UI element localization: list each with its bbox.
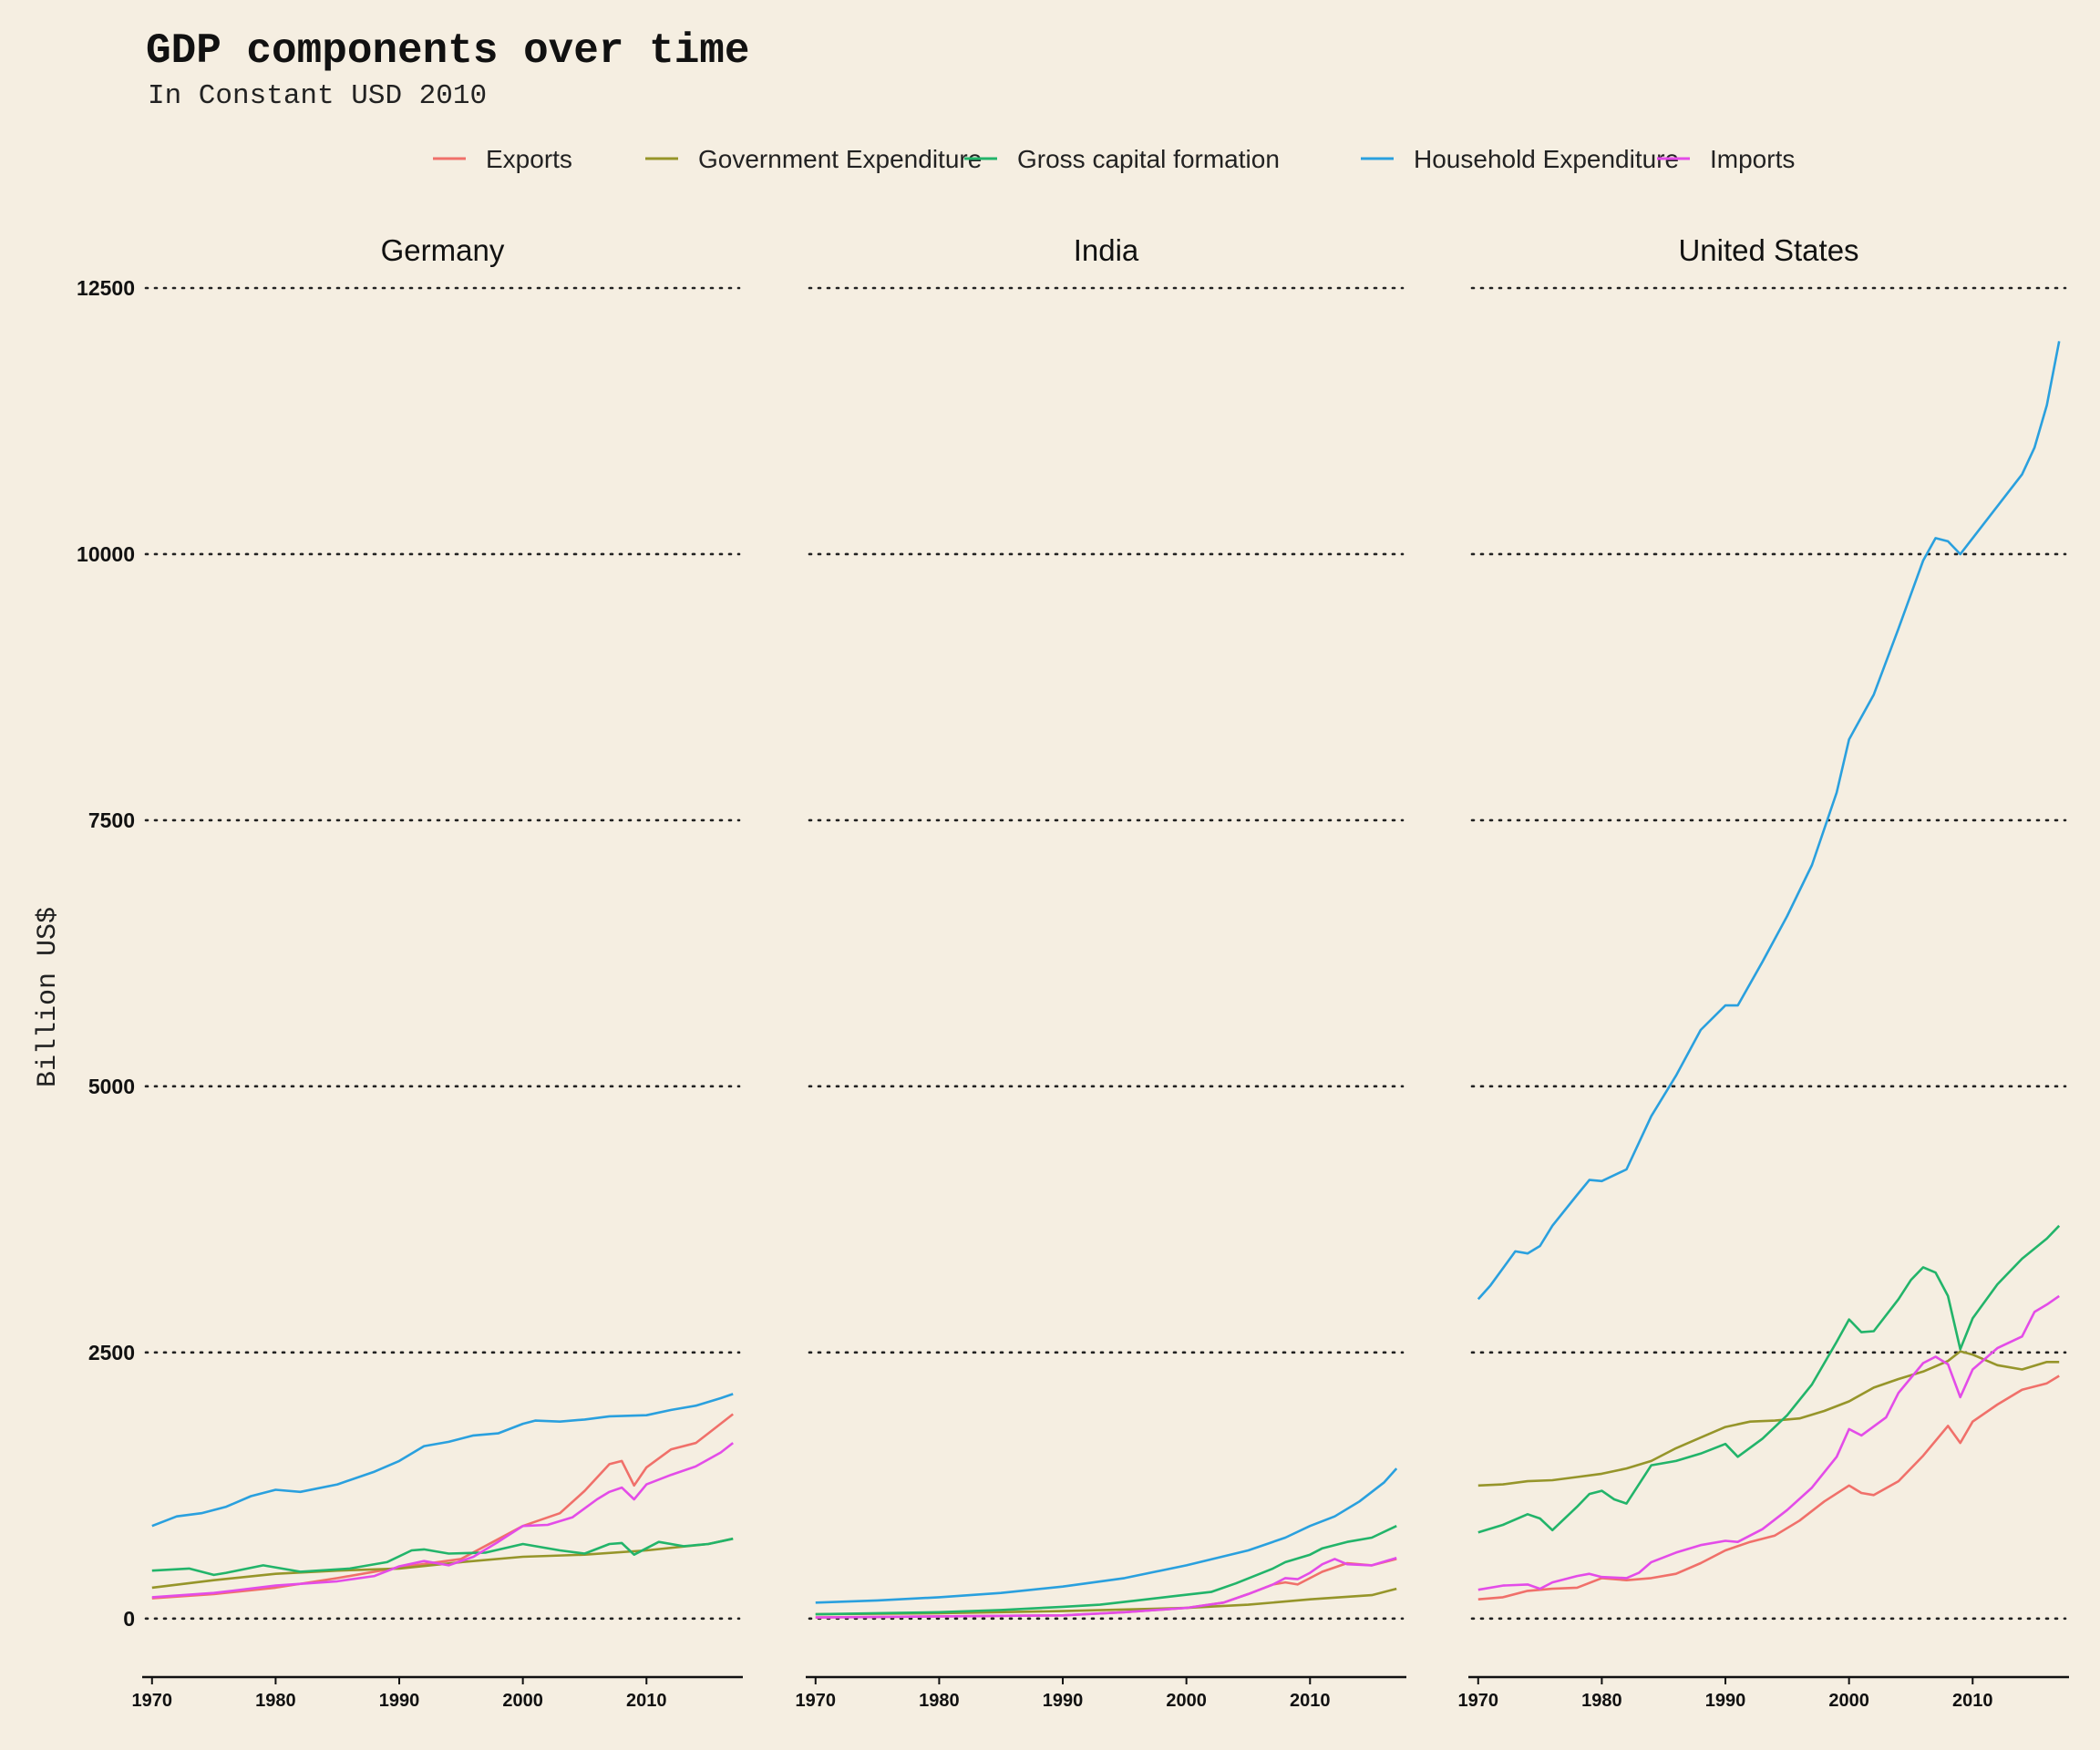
chart-subtitle: In Constant USD 2010 bbox=[148, 80, 487, 112]
y-tick-label: 12500 bbox=[77, 276, 135, 300]
y-tick-label: 7500 bbox=[88, 808, 135, 832]
series-line-exports bbox=[151, 1413, 734, 1600]
y-tick-label: 0 bbox=[123, 1607, 135, 1631]
x-tick-label: 1990 bbox=[1705, 1691, 1746, 1711]
x-tick-label: 2000 bbox=[1828, 1691, 1869, 1711]
legend-label-government-expenditure: Government Expenditure bbox=[698, 145, 982, 173]
series-line-gross-capital-formation bbox=[1477, 1224, 2061, 1534]
facet-panels: Germany 0 2500 5000 7500 10000 12500 1970 1980 19… bbox=[77, 233, 2069, 1711]
chart-title: GDP components over time bbox=[146, 27, 750, 75]
legend: Exports Government Expenditure Gross capit… bbox=[433, 145, 1795, 173]
series-line-household-expenditure bbox=[151, 1393, 734, 1528]
y-axis-label: Billion US$ bbox=[33, 907, 64, 1087]
x-tick-label: 2000 bbox=[502, 1691, 543, 1711]
series-line-gross-capital-formation bbox=[815, 1525, 1397, 1616]
x-tick-label: 2010 bbox=[1290, 1691, 1331, 1711]
legend-label-imports: Imports bbox=[1710, 145, 1795, 173]
y-tick-label: 2500 bbox=[88, 1341, 135, 1364]
x-tick-label: 1980 bbox=[919, 1691, 960, 1711]
x-tick-label: 1970 bbox=[132, 1691, 173, 1711]
series-line-government-expenditure bbox=[815, 1587, 1397, 1616]
series-line-imports bbox=[815, 1556, 1397, 1619]
panel-title: India bbox=[1074, 233, 1139, 267]
x-tick-label: 1990 bbox=[379, 1691, 420, 1711]
panel-title: Germany bbox=[381, 233, 505, 267]
x-tick-label: 1980 bbox=[255, 1691, 296, 1711]
y-tick-label: 10000 bbox=[77, 542, 135, 566]
y-tick-label: 5000 bbox=[88, 1075, 135, 1098]
x-tick-label: 1970 bbox=[796, 1691, 837, 1711]
x-tick-label: 2010 bbox=[1952, 1691, 1993, 1711]
x-tick-label: 1990 bbox=[1043, 1691, 1084, 1711]
legend-label-household-expenditure: Household Expenditure bbox=[1414, 145, 1679, 173]
series-line-imports bbox=[1477, 1294, 2060, 1591]
series-line-household-expenditure bbox=[1477, 341, 2061, 1301]
x-tick-label: 1980 bbox=[1581, 1691, 1622, 1711]
x-tick-label: 2000 bbox=[1166, 1691, 1207, 1711]
panel-united-states: United States 1970 1980 1990 2000 2010 bbox=[1458, 233, 2069, 1711]
series-line-gross-capital-formation bbox=[151, 1537, 734, 1577]
legend-label-exports: Exports bbox=[486, 145, 572, 173]
series-line-household-expenditure bbox=[815, 1467, 1398, 1604]
series-line-exports bbox=[1477, 1374, 2060, 1601]
series-line-government-expenditure bbox=[1477, 1350, 2060, 1488]
series-line-imports bbox=[151, 1442, 734, 1599]
panel-germany: Germany 0 2500 5000 7500 10000 12500 1970 1980 19… bbox=[77, 233, 743, 1711]
x-tick-label: 2010 bbox=[626, 1691, 667, 1711]
legend-label-gross-capital-formation: Gross capital formation bbox=[1017, 145, 1280, 173]
panel-title: United States bbox=[1678, 233, 1858, 267]
panel-india: India 1970 1980 1990 2000 2010 bbox=[796, 233, 1406, 1711]
x-tick-label: 1970 bbox=[1458, 1691, 1499, 1711]
series-line-exports bbox=[815, 1558, 1397, 1619]
